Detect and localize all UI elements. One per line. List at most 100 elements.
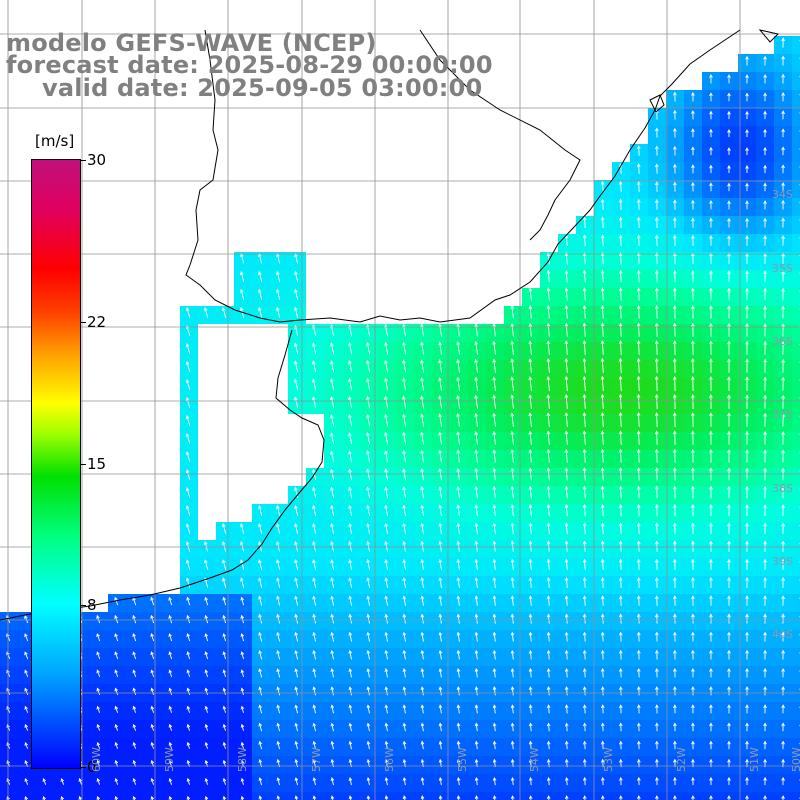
wind-arrow bbox=[187, 633, 191, 642]
wind-arrow-head bbox=[510, 504, 515, 509]
wind-arrow-head bbox=[600, 667, 605, 672]
wind-arrow bbox=[439, 432, 442, 445]
wind-arrow bbox=[132, 615, 137, 624]
wind-arrow-head bbox=[456, 449, 460, 454]
wind-arrow-head bbox=[763, 740, 767, 745]
wind-arrow-head bbox=[366, 522, 370, 527]
wind-arrow-head bbox=[510, 540, 515, 545]
wind-arrow bbox=[240, 523, 245, 534]
wind-arrow-head bbox=[402, 395, 406, 400]
wind-arrow-head bbox=[781, 540, 785, 545]
wind-arrow-head bbox=[727, 182, 731, 187]
wind-arrow bbox=[24, 724, 29, 731]
wind-arrow-head bbox=[510, 595, 515, 600]
wind-arrow-head bbox=[672, 322, 677, 327]
wind-arrow-head bbox=[528, 485, 533, 490]
wind-arrow-head bbox=[636, 430, 641, 435]
wind-arrow bbox=[620, 596, 622, 606]
wind-arrow-head bbox=[745, 358, 749, 363]
wind-arrow-head bbox=[727, 235, 731, 240]
wind-arrow bbox=[583, 486, 586, 499]
wind-arrow-head bbox=[96, 741, 101, 746]
wind-arrow bbox=[511, 486, 514, 499]
wind-arrow bbox=[602, 687, 604, 696]
wind-arrow-head bbox=[168, 705, 173, 710]
wind-arrow bbox=[511, 596, 514, 606]
wind-arrow-head bbox=[745, 522, 749, 527]
wind-arrow bbox=[638, 217, 640, 228]
wind-arrow-head bbox=[672, 305, 677, 309]
wind-arrow bbox=[475, 450, 478, 463]
wind-arrow-head bbox=[781, 667, 785, 672]
wind-arrow-head bbox=[636, 145, 641, 150]
wind-arrow-head bbox=[727, 613, 731, 618]
wind-arrow-head bbox=[691, 181, 695, 186]
wind-arrow-head bbox=[655, 795, 659, 799]
wind-arrow bbox=[24, 688, 29, 695]
wind-cell bbox=[792, 450, 800, 468]
wind-arrow-head bbox=[727, 394, 731, 399]
latitude-label: 37S bbox=[772, 408, 793, 421]
wind-arrow-head bbox=[691, 234, 695, 239]
wind-arrow-head bbox=[312, 396, 316, 401]
wind-arrow-head bbox=[330, 414, 334, 419]
wind-arrow-head bbox=[691, 164, 695, 169]
wind-arrow-head bbox=[709, 305, 713, 310]
wind-arrow bbox=[366, 378, 371, 391]
wind-arrow bbox=[584, 650, 586, 660]
wind-arrow bbox=[205, 778, 208, 785]
wind-arrow-head bbox=[366, 686, 371, 691]
wind-arrow-head bbox=[438, 522, 443, 527]
wind-arrow bbox=[602, 668, 604, 678]
wind-arrow-head bbox=[636, 181, 641, 185]
wind-arrow-head bbox=[745, 182, 749, 187]
wind-arrow bbox=[565, 614, 568, 624]
wind-arrow-head bbox=[564, 704, 569, 709]
wind-arrow bbox=[511, 687, 514, 696]
wind-arrow-head bbox=[564, 667, 569, 672]
wind-arrow-head bbox=[673, 577, 677, 581]
wind-arrow bbox=[566, 687, 568, 696]
wind-arrow-head bbox=[654, 412, 659, 416]
wind-arrow bbox=[367, 432, 371, 445]
wind-arrow-head bbox=[384, 740, 389, 745]
wind-arrow-head bbox=[492, 758, 497, 763]
wind-arrow-head bbox=[546, 776, 551, 781]
wind-cell bbox=[792, 324, 800, 342]
wind-arrow-head bbox=[745, 467, 749, 472]
wind-arrow-head bbox=[636, 375, 641, 380]
wind-arrow-head bbox=[600, 448, 605, 453]
wind-arrow bbox=[277, 614, 281, 624]
wind-arrow-head bbox=[582, 613, 587, 618]
wind-cell bbox=[792, 342, 800, 360]
wind-cell bbox=[792, 306, 800, 324]
wind-arrow-head bbox=[636, 393, 641, 398]
wind-arrow-head bbox=[384, 722, 389, 727]
wind-arrow-head bbox=[528, 631, 533, 636]
wind-arrow-head bbox=[114, 669, 118, 674]
wind-arrow bbox=[385, 450, 389, 463]
wind-arrow-head bbox=[727, 376, 731, 381]
wind-arrow bbox=[114, 615, 119, 624]
wind-arrow-head bbox=[240, 596, 244, 601]
wind-arrow-head bbox=[474, 704, 479, 709]
wind-arrow-head bbox=[474, 467, 479, 472]
wind-arrow-head bbox=[510, 686, 515, 691]
wind-arrow-head bbox=[420, 449, 424, 454]
wind-arrow bbox=[638, 523, 640, 535]
wind-arrow-head bbox=[654, 269, 659, 274]
wind-arrow-head bbox=[510, 704, 515, 709]
wind-arrow bbox=[583, 305, 586, 319]
wind-arrow-head bbox=[781, 776, 785, 781]
wind-arrow bbox=[439, 450, 442, 463]
wind-arrow-head bbox=[528, 649, 533, 654]
wind-arrow bbox=[403, 687, 406, 696]
wind-arrow-head bbox=[709, 73, 713, 78]
wind-arrow-head bbox=[492, 613, 497, 618]
wind-arrow-head bbox=[6, 723, 10, 728]
wind-arrow bbox=[529, 577, 532, 588]
wind-arrow-head bbox=[366, 341, 370, 346]
wind-arrow bbox=[259, 741, 262, 750]
wind-arrow-head bbox=[384, 577, 388, 582]
wind-arrow-head bbox=[384, 377, 388, 382]
